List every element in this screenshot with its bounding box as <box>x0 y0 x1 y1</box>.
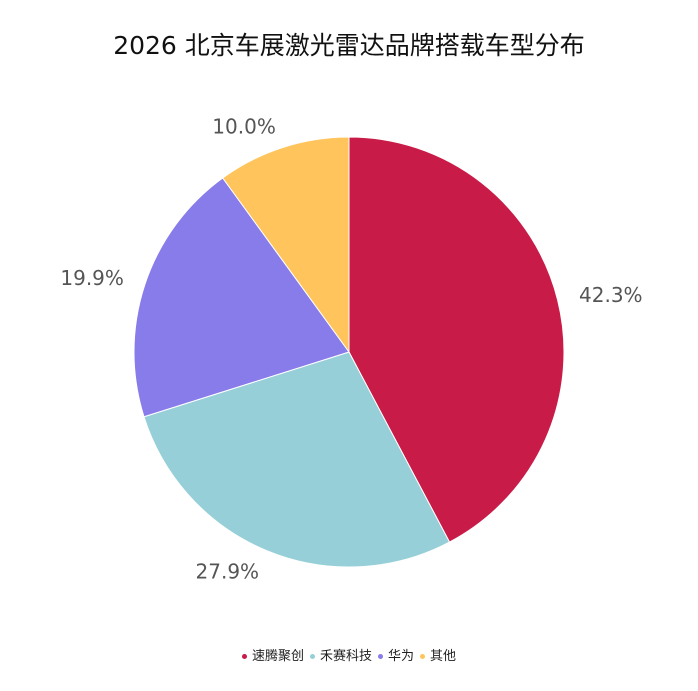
pie-slice-1 <box>143 351 451 568</box>
legend-dot-icon <box>309 654 315 659</box>
legend-label: 禾赛科技 <box>319 649 372 664</box>
chart-title: 2026 北京车展激光雷达品牌搭载车型分布 <box>113 31 585 60</box>
legend-label: 其他 <box>430 649 457 664</box>
legend-label: 速腾聚创 <box>251 649 304 664</box>
legend-label: 华为 <box>388 649 415 664</box>
legend: 速腾聚创 禾赛科技 华为 其他 <box>0 645 698 664</box>
pie-slice-3 <box>222 136 350 354</box>
pie-slice-2 <box>133 177 350 418</box>
legend-item-1[interactable]: 禾赛科技 <box>309 645 372 664</box>
data-label-2: 19.9% <box>60 266 124 290</box>
legend-item-2[interactable]: 华为 <box>378 645 414 664</box>
legend-dot-icon <box>378 654 383 659</box>
legend-item-3[interactable]: 其他 <box>420 645 456 664</box>
data-label-3: 10.0% <box>212 115 276 139</box>
legend-dot-icon <box>420 654 426 659</box>
pie-slice-0 <box>348 136 565 543</box>
data-label-0: 42.3% <box>579 283 643 307</box>
legend-item-0[interactable]: 速腾聚创 <box>241 645 304 664</box>
legend-dot-icon <box>241 654 247 659</box>
data-label-1: 27.9% <box>196 559 260 583</box>
